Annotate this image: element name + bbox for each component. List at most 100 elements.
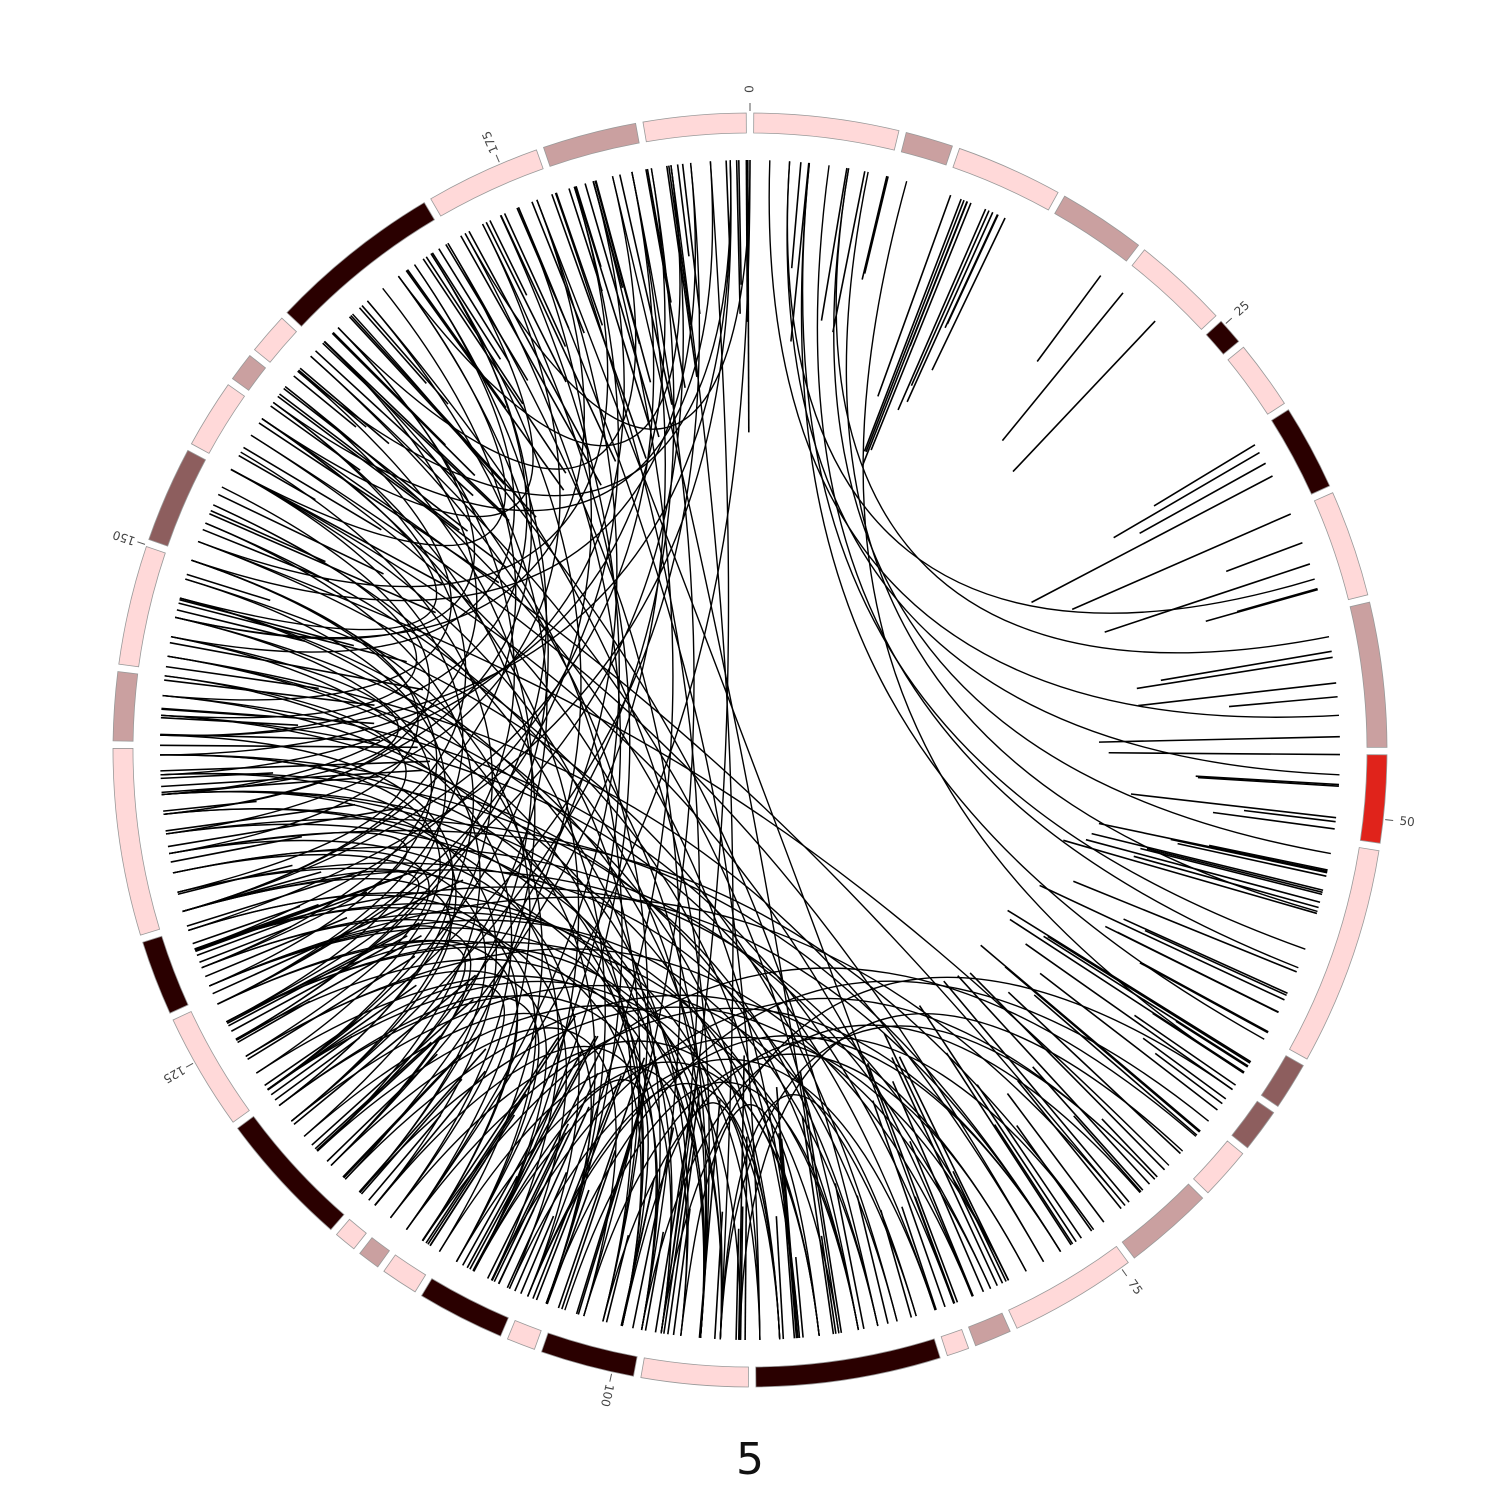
- radial-mark-243: [235, 934, 422, 1041]
- radial-mark-80: [293, 974, 477, 1125]
- link-59: [267, 980, 781, 1340]
- radial-mark-152: [644, 1231, 665, 1331]
- radial-mark-84: [795, 1257, 804, 1338]
- link-56: [177, 862, 898, 1322]
- radial-mark-48: [514, 1171, 568, 1292]
- radial-mark-207: [532, 1075, 622, 1299]
- radial-mark-111: [1032, 1066, 1144, 1191]
- radial-mark-245: [293, 375, 357, 428]
- radial-mark-151: [422, 258, 567, 474]
- link-65: [194, 907, 537, 1263]
- radial-mark-79: [161, 775, 379, 794]
- radial-mark-62: [952, 1170, 1007, 1282]
- radial-mark-255: [799, 1070, 843, 1334]
- radial-mark-26: [1138, 682, 1337, 707]
- link-120: [464, 159, 751, 430]
- link-63: [165, 223, 561, 835]
- link-110: [161, 341, 478, 796]
- link-79: [163, 486, 430, 815]
- radial-mark-195: [778, 1133, 796, 1339]
- radial-mark-2: [931, 217, 1006, 371]
- link-119: [164, 675, 407, 893]
- link-142: [209, 925, 472, 1166]
- link-138: [660, 161, 730, 1334]
- link-55: [217, 939, 642, 1327]
- radial-mark-251: [561, 1150, 617, 1310]
- radial-mark-27: [1098, 735, 1340, 743]
- link-174: [835, 168, 1330, 654]
- radial-mark-184: [283, 387, 469, 532]
- link-92: [316, 1005, 860, 1331]
- radial-mark-120: [1133, 855, 1319, 909]
- radial-mark-241: [1016, 1125, 1093, 1232]
- radial-mark-100: [177, 864, 293, 896]
- radial-mark-257: [170, 835, 303, 863]
- radial-mark-58: [160, 760, 431, 772]
- radial-mark-157: [258, 422, 500, 584]
- radial-mark-53: [577, 1105, 643, 1315]
- radial-mark-177: [520, 1215, 555, 1294]
- link-112: [160, 160, 732, 737]
- radial-mark-214: [199, 926, 292, 963]
- radial-mark-165: [575, 1056, 657, 1315]
- radial-mark-8: [865, 199, 965, 453]
- radial-mark-141: [1212, 811, 1335, 830]
- tick-mark: [1121, 1269, 1128, 1277]
- radial-mark-33: [1139, 462, 1267, 535]
- link-87: [389, 1040, 820, 1337]
- radial-mark-57: [348, 316, 505, 485]
- radial-mark-132: [167, 807, 402, 848]
- radial-mark-19: [1001, 292, 1124, 442]
- ideogram-band-24: [383, 1254, 427, 1293]
- radial-mark-159: [194, 903, 319, 950]
- radial-mark-43: [238, 454, 316, 501]
- radial-mark-17: [790, 162, 802, 269]
- tick-150: 150: [111, 527, 146, 548]
- link-162: [261, 418, 580, 1272]
- radial-mark-164: [820, 1235, 837, 1334]
- link-126: [170, 264, 515, 653]
- radial-mark-239: [360, 1078, 463, 1195]
- radial-mark-107: [427, 1093, 527, 1245]
- radial-mark-47: [801, 1116, 835, 1335]
- link-167: [163, 253, 533, 815]
- ideogram-band-30: [112, 747, 161, 936]
- ideogram-band-8: [1313, 492, 1369, 601]
- radial-mark-110: [217, 493, 384, 575]
- radial-mark-134: [735, 160, 741, 314]
- radial-mark-250: [918, 1005, 1077, 1243]
- radial-mark-1: [910, 210, 990, 386]
- radial-mark-246: [594, 180, 641, 345]
- radial-mark-249: [516, 207, 570, 329]
- radial-mark-244: [620, 1184, 654, 1326]
- radial-mark-130: [834, 1183, 865, 1330]
- link-169: [209, 927, 705, 1338]
- figure-caption: 5: [736, 1434, 764, 1485]
- radial-mark-85: [264, 1017, 364, 1087]
- tick-label-0: 0: [743, 85, 757, 93]
- radial-mark-161: [210, 509, 326, 563]
- radial-mark-171: [725, 160, 731, 251]
- radial-mark-235: [270, 405, 361, 471]
- radial-mark-135: [489, 220, 528, 296]
- radial-mark-126: [681, 163, 701, 315]
- link-145: [160, 504, 418, 719]
- link-80: [719, 1093, 917, 1340]
- radial-mark-150: [186, 573, 271, 602]
- radial-mark-198: [169, 641, 424, 691]
- radial-mark-215: [161, 769, 423, 788]
- radial-mark-61: [298, 369, 367, 428]
- ideogram-band-12: [1260, 1055, 1304, 1108]
- tick-75: 75: [1121, 1269, 1145, 1297]
- radial-mark-191: [1006, 1093, 1105, 1223]
- radial-mark-258: [531, 201, 585, 334]
- link-160: [160, 181, 625, 776]
- link-53: [359, 1006, 992, 1290]
- link-86: [366, 300, 710, 1338]
- radial-mark-213: [914, 1196, 956, 1304]
- radial-mark-189: [898, 1056, 1010, 1281]
- radial-mark-144: [1033, 994, 1198, 1136]
- radial-mark-83: [1025, 943, 1233, 1091]
- ideogram-band-7: [1271, 409, 1331, 495]
